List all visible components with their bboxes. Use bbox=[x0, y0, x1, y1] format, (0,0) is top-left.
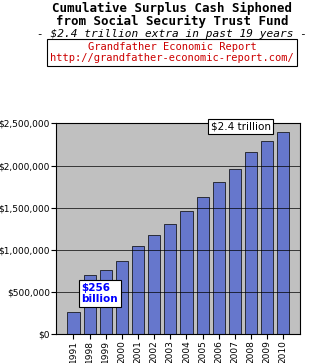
Text: $256
billion: $256 billion bbox=[82, 283, 118, 304]
Bar bbox=[277, 132, 290, 334]
Bar bbox=[100, 270, 112, 334]
Bar bbox=[245, 152, 257, 334]
Bar bbox=[229, 169, 241, 334]
Bar bbox=[67, 313, 80, 334]
Text: Grandfather Economic Report
http://grandfather-economic-report.com/: Grandfather Economic Report http://grand… bbox=[50, 42, 294, 64]
Text: Cumulative Surplus Cash Siphoned: Cumulative Surplus Cash Siphoned bbox=[52, 2, 292, 15]
Text: from Social Security Trust Fund: from Social Security Trust Fund bbox=[56, 15, 288, 28]
Bar bbox=[180, 211, 192, 334]
Bar bbox=[148, 236, 160, 334]
Bar bbox=[116, 261, 128, 334]
Bar bbox=[164, 224, 177, 334]
Bar bbox=[261, 141, 273, 334]
Bar bbox=[197, 197, 209, 334]
Bar bbox=[84, 275, 96, 334]
Bar bbox=[213, 182, 225, 334]
Bar bbox=[132, 245, 144, 334]
Text: - $2.4 trillion extra in past 19 years -: - $2.4 trillion extra in past 19 years - bbox=[37, 29, 307, 39]
Text: $2.4 trillion: $2.4 trillion bbox=[211, 122, 271, 132]
